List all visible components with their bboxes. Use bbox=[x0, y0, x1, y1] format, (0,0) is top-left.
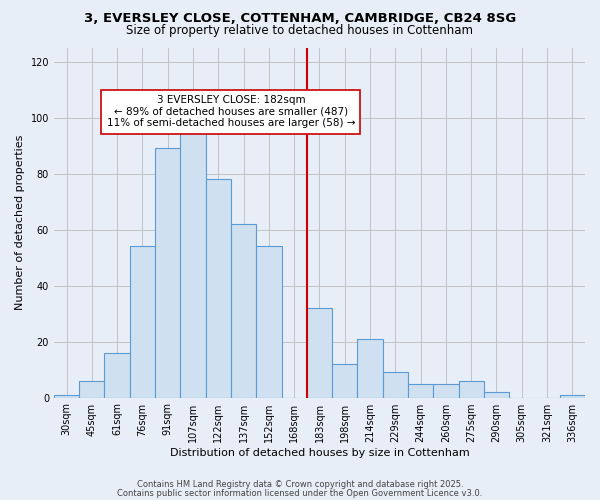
Bar bbox=[332, 364, 358, 398]
Text: Size of property relative to detached houses in Cottenham: Size of property relative to detached ho… bbox=[127, 24, 473, 37]
Bar bbox=[54, 395, 79, 398]
Bar bbox=[181, 118, 206, 398]
Text: 3, EVERSLEY CLOSE, COTTENHAM, CAMBRIDGE, CB24 8SG: 3, EVERSLEY CLOSE, COTTENHAM, CAMBRIDGE,… bbox=[84, 12, 516, 26]
Bar bbox=[358, 339, 383, 398]
Bar bbox=[560, 395, 585, 398]
Text: Contains HM Land Registry data © Crown copyright and database right 2025.: Contains HM Land Registry data © Crown c… bbox=[137, 480, 463, 489]
Bar bbox=[408, 384, 433, 398]
Text: Contains public sector information licensed under the Open Government Licence v3: Contains public sector information licen… bbox=[118, 488, 482, 498]
Bar bbox=[206, 179, 231, 398]
Bar bbox=[155, 148, 181, 398]
X-axis label: Distribution of detached houses by size in Cottenham: Distribution of detached houses by size … bbox=[170, 448, 469, 458]
Bar bbox=[130, 246, 155, 398]
Bar bbox=[307, 308, 332, 398]
Bar bbox=[79, 381, 104, 398]
Bar bbox=[383, 372, 408, 398]
Bar bbox=[231, 224, 256, 398]
Bar bbox=[104, 353, 130, 398]
Text: 3 EVERSLEY CLOSE: 182sqm
← 89% of detached houses are smaller (487)
11% of semi-: 3 EVERSLEY CLOSE: 182sqm ← 89% of detach… bbox=[107, 95, 355, 128]
Bar bbox=[433, 384, 458, 398]
Bar bbox=[256, 246, 281, 398]
Bar bbox=[484, 392, 509, 398]
Y-axis label: Number of detached properties: Number of detached properties bbox=[15, 135, 25, 310]
Bar bbox=[458, 381, 484, 398]
